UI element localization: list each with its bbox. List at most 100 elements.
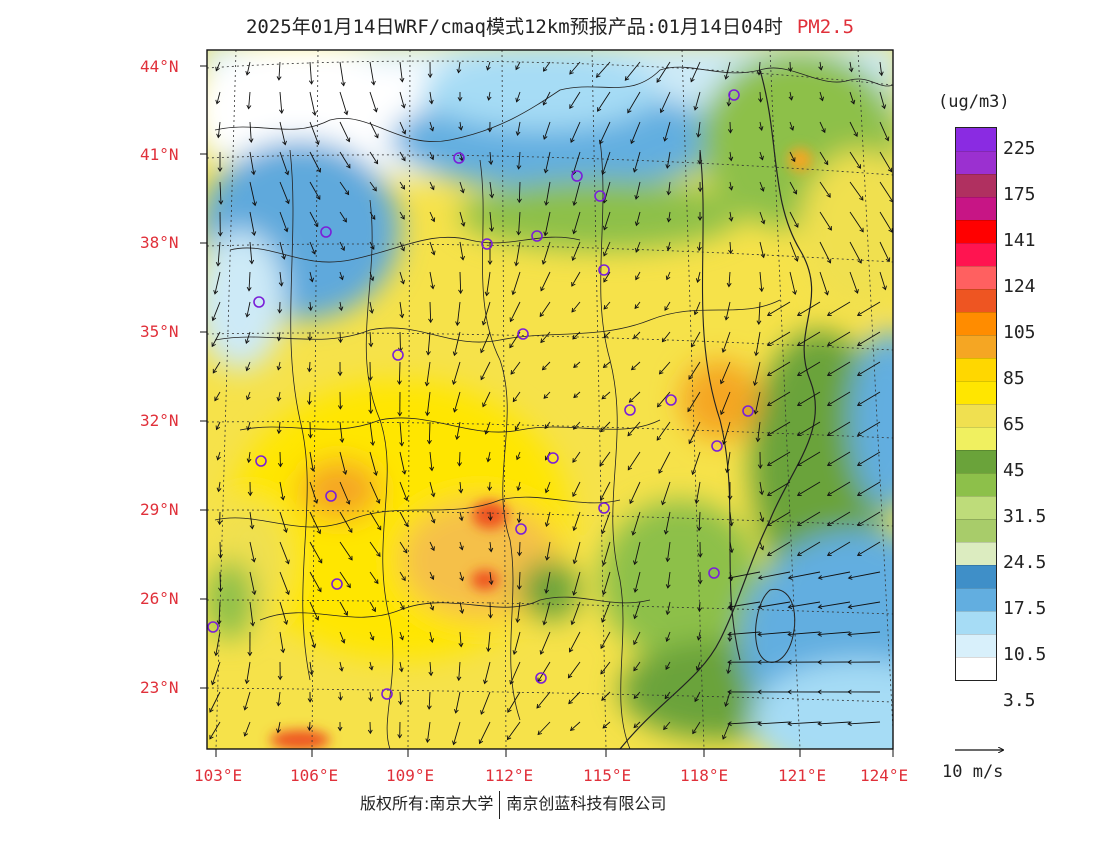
wind-arrow <box>489 181 493 198</box>
wind-arrow <box>688 361 701 380</box>
wind-arrow <box>692 451 701 475</box>
wind-arrow <box>692 721 701 734</box>
wind-arrow-head <box>279 109 284 114</box>
wind-arrow-head <box>425 350 431 356</box>
wind-arrow-head <box>428 318 434 324</box>
wind-arrow-head <box>209 708 214 713</box>
wind-arrow <box>729 211 732 221</box>
wind-arrow-head <box>516 230 522 236</box>
wind-arrow <box>666 541 671 562</box>
wind-arrow-head <box>374 133 379 139</box>
wind-arrow <box>788 721 821 725</box>
wind-arrow <box>489 571 492 585</box>
wind-arrow <box>544 421 551 429</box>
wind-arrow-head <box>452 407 458 413</box>
wind-arrow-head <box>516 486 522 492</box>
wind-arrow <box>399 121 406 134</box>
wind-arrow <box>601 511 611 534</box>
wind-arrow-head <box>510 370 515 375</box>
wind-arrow-head <box>766 341 772 346</box>
wind-arrow <box>369 211 376 220</box>
wind-arrow-head <box>796 311 802 316</box>
wind-arrow <box>369 151 378 164</box>
wind-arrow-head <box>756 70 762 76</box>
wind-arrow <box>665 511 671 534</box>
legend-swatch <box>956 197 996 220</box>
wind-arrow-head <box>342 470 348 475</box>
wind-arrow-head <box>541 365 547 371</box>
wind-arrow-head <box>794 223 799 228</box>
wind-arrow <box>656 61 671 83</box>
wind-arrow-head <box>487 260 493 265</box>
wind-arrow-head <box>665 610 671 616</box>
wind-arrow-head <box>478 739 484 745</box>
wind-arrow-head <box>697 553 703 558</box>
wind-arrow-head <box>599 496 605 501</box>
wind-arrow-head <box>569 69 574 75</box>
wind-arrow <box>857 451 881 466</box>
wind-arrow-head <box>307 698 313 703</box>
wind-arrow-head <box>338 338 343 344</box>
legend-swatch <box>956 174 996 197</box>
wind-arrow-head <box>372 186 377 192</box>
wind-arrow <box>627 91 641 113</box>
wind-arrow-head <box>369 309 374 314</box>
wind-arrow <box>309 211 319 227</box>
wind-arrow-head <box>632 167 638 173</box>
wind-arrow-head <box>760 219 766 225</box>
wind-arrow <box>633 661 641 671</box>
wind-arrow-head <box>544 424 549 429</box>
wind-arrow-head <box>307 367 312 373</box>
wind-arrow <box>277 691 281 706</box>
wind-arrow <box>634 541 641 565</box>
wind-arrow-head <box>664 694 669 700</box>
wind-arrow-head <box>856 164 861 169</box>
wind-arrow-head <box>821 128 826 134</box>
wind-arrow-head <box>727 575 733 580</box>
wind-arrow <box>827 301 851 316</box>
wind-arrow-head <box>789 125 795 131</box>
wind-arrow <box>429 481 435 497</box>
wind-arrow <box>633 631 641 645</box>
wind-arrow <box>339 181 349 195</box>
wind-arrow <box>759 211 765 224</box>
city-marker <box>598 502 610 514</box>
wind-arrow <box>603 271 611 283</box>
wind-arrow-head <box>276 365 282 371</box>
wind-arrow-head <box>595 73 601 78</box>
wind-arrow-head <box>218 200 224 205</box>
wind-arrow <box>849 121 858 137</box>
wind-arrow <box>515 421 521 431</box>
wind-arrow <box>507 721 521 740</box>
wind-arrow-head <box>599 427 605 433</box>
wind-arrow <box>789 181 797 195</box>
wind-arrow-head <box>425 738 431 744</box>
wind-arrow <box>369 301 373 314</box>
wind-arrow <box>452 361 461 385</box>
wind-arrow <box>725 691 731 707</box>
wind-arrow-head <box>603 277 608 283</box>
wind-arrow-head <box>340 638 346 644</box>
wind-arrow-head <box>658 369 664 375</box>
wind-arrow <box>667 241 671 251</box>
wind-arrow <box>309 91 316 116</box>
wind-arrow <box>857 511 881 526</box>
wind-arrow <box>339 61 345 86</box>
wind-arrow <box>720 361 731 384</box>
wind-arrow <box>339 91 348 115</box>
wind-arrow <box>429 601 434 611</box>
wind-arrow <box>518 571 521 590</box>
wind-arrow <box>729 541 733 553</box>
wind-arrow-head <box>571 307 576 313</box>
wind-arrow <box>797 451 821 466</box>
wind-arrow-head <box>511 290 517 296</box>
wind-arrow <box>339 661 343 671</box>
wind-arrow <box>849 211 864 233</box>
wind-arrow-head <box>661 337 667 343</box>
wind-arrow-head <box>691 342 696 348</box>
wind-arrow <box>537 661 551 682</box>
wind-arrow-head <box>827 225 832 231</box>
wind-arrow-head <box>573 393 578 399</box>
wind-arrow <box>482 301 491 325</box>
wind-arrow-head <box>847 604 853 610</box>
